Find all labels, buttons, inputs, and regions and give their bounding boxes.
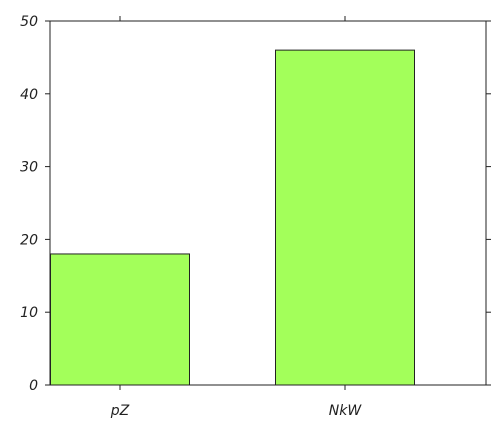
y-tick-label: 40 xyxy=(20,87,38,103)
bar-NkW xyxy=(275,49,415,386)
y-axis-ticks: 0 10 20 30 40 50 xyxy=(20,14,491,394)
x-tick-label: NkW xyxy=(329,403,363,419)
plot-frame xyxy=(49,20,487,386)
x-axis-ticks: pZ NkW xyxy=(110,16,363,419)
bar-pZ xyxy=(50,253,190,386)
y-tick-label: 50 xyxy=(20,14,38,30)
y-tick-label: 0 xyxy=(29,378,38,394)
bars-group xyxy=(50,49,415,386)
y-tick-label: 10 xyxy=(20,305,38,321)
y-tick-label: 20 xyxy=(20,232,38,248)
y-tick-label: 30 xyxy=(20,160,38,176)
x-tick-label: pZ xyxy=(110,403,130,419)
